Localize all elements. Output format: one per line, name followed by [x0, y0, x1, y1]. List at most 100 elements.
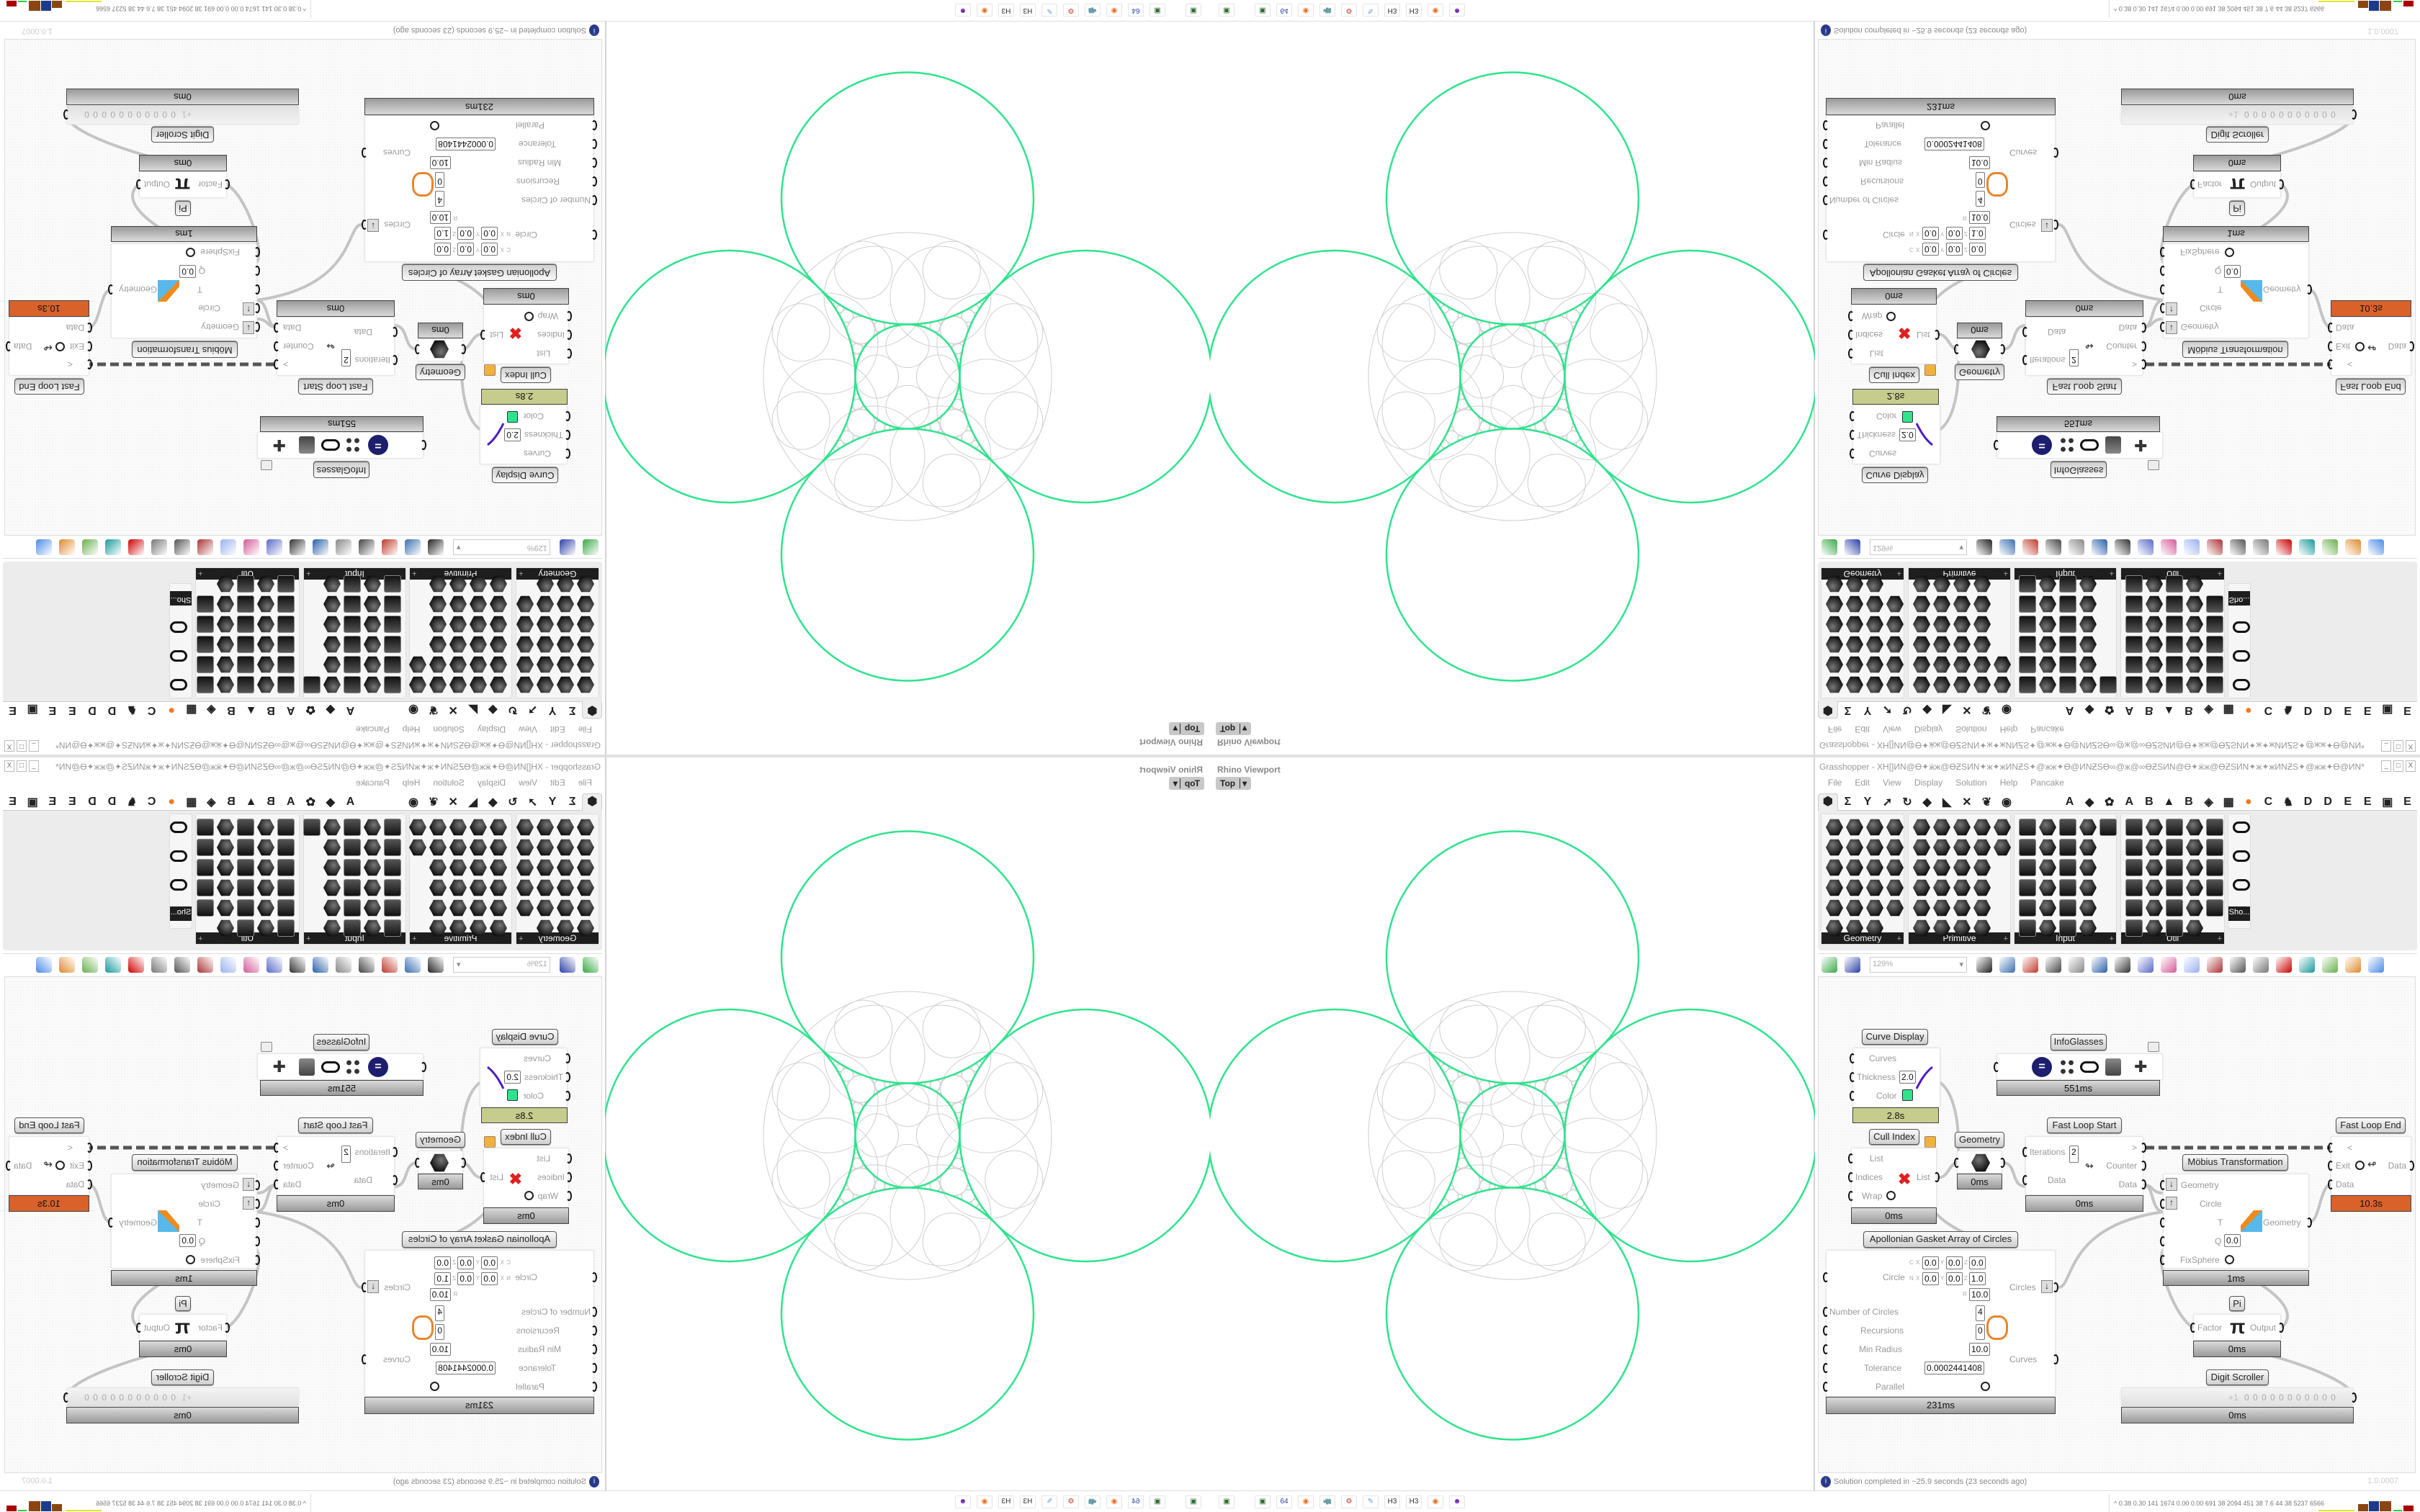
toolbar-button[interactable]: [59, 956, 75, 973]
input-port[interactable]: [1823, 158, 1829, 168]
component-icon[interactable]: [2166, 636, 2183, 653]
mobius-label[interactable]: Möbius Transformation: [2182, 1154, 2288, 1171]
component-icon[interactable]: [516, 879, 534, 896]
component-icon[interactable]: [197, 819, 214, 836]
component-icon[interactable]: [217, 676, 234, 693]
toolbar-button[interactable]: [36, 539, 52, 556]
component-icon[interactable]: [1933, 879, 1950, 896]
input-port[interactable]: [2022, 355, 2028, 365]
tab[interactable]: Y: [1863, 704, 1872, 717]
component-icon[interactable]: [2206, 636, 2223, 653]
tab[interactable]: ◆: [488, 703, 498, 716]
toolbar-button[interactable]: [151, 956, 167, 973]
component-icon[interactable]: [1866, 819, 1883, 836]
q-field[interactable]: 0.0: [179, 1234, 196, 1247]
toolbar-button[interactable]: [428, 956, 444, 973]
component-icon[interactable]: [2206, 859, 2223, 876]
output-port[interactable]: [1999, 344, 2005, 354]
rhino-viewport[interactable]: Rhino Viewport Top▾: [605, 756, 1210, 1490]
caret-up-icon[interactable]: ^: [301, 5, 306, 12]
toolbar-button[interactable]: [2184, 539, 2200, 556]
toolbar-button[interactable]: [560, 539, 575, 556]
component-icon[interactable]: [537, 595, 554, 613]
input-port[interactable]: [2160, 1180, 2166, 1190]
h3-icon[interactable]: H3: [1384, 1495, 1400, 1508]
component-icon[interactable]: [490, 656, 507, 673]
geometry-param-node[interactable]: [415, 338, 466, 361]
component-icon[interactable]: [2146, 839, 2163, 856]
menu-pancake[interactable]: Pancake: [356, 724, 390, 734]
component-icon[interactable]: [2125, 656, 2143, 673]
tab[interactable]: ✕: [448, 796, 458, 809]
rhino-icon[interactable]: 🦏: [1085, 4, 1101, 17]
panel-label[interactable]: Sho...: [170, 591, 192, 606]
component-icon[interactable]: [364, 676, 381, 693]
tab[interactable]: E: [68, 795, 76, 808]
output-port[interactable]: [274, 1143, 279, 1153]
tab[interactable]: E: [2344, 795, 2352, 808]
tab[interactable]: A: [2125, 704, 2134, 717]
toolbar-button[interactable]: [382, 956, 398, 973]
output-port[interactable]: [362, 148, 367, 158]
input-port[interactable]: [591, 195, 597, 205]
digit-scroller-value[interactable]: 0 0 0 0 0 0 0 0 0 0 0: [84, 109, 176, 120]
iterations-field[interactable]: 2: [2069, 349, 2079, 366]
component-icon[interactable]: [429, 859, 447, 876]
menu-help[interactable]: Help: [1999, 724, 2018, 734]
input-port[interactable]: [566, 311, 572, 321]
component-icon[interactable]: [470, 859, 487, 876]
tab[interactable]: ◆: [1922, 703, 1932, 716]
geometry-param-label[interactable]: Geometry: [416, 1132, 465, 1148]
component-icon[interactable]: [1953, 676, 1971, 693]
component-icon[interactable]: [516, 656, 534, 673]
component-icon[interactable]: [557, 899, 574, 917]
toolbar-button[interactable]: [2115, 956, 2130, 973]
component-icon[interactable]: [344, 879, 361, 896]
component-icon[interactable]: [2019, 575, 2036, 593]
component-icon[interactable]: [2166, 676, 2183, 693]
component-icon[interactable]: [197, 595, 214, 613]
expand-icon[interactable]: +: [2003, 935, 2008, 943]
menu-file[interactable]: File: [1828, 778, 1842, 788]
component-icon[interactable]: [1846, 616, 1863, 633]
output-port[interactable]: [2053, 220, 2058, 230]
input-port[interactable]: [1850, 1053, 1855, 1063]
tab[interactable]: ◆: [2085, 796, 2094, 809]
close-button[interactable]: X: [2406, 740, 2416, 752]
toolbar-button[interactable]: [59, 539, 75, 556]
component-icon[interactable]: [537, 839, 554, 856]
component-icon[interactable]: [277, 676, 295, 693]
component-icon[interactable]: [2059, 839, 2076, 856]
input-port[interactable]: [1850, 449, 1855, 459]
input-port[interactable]: [1848, 1191, 1854, 1201]
component-icon[interactable]: [2039, 636, 2056, 653]
component-icon[interactable]: [344, 656, 361, 673]
component-icon[interactable]: [344, 595, 361, 613]
component-icon[interactable]: [470, 616, 487, 633]
component-icon[interactable]: [1973, 636, 1991, 653]
input-port[interactable]: [591, 1307, 597, 1317]
component-icon[interactable]: [384, 859, 401, 876]
mobius-node[interactable]: ↓ Geometry ↑ Circle T Geometry Q 0.0 Fix…: [108, 243, 260, 338]
component-icon[interactable]: [2059, 656, 2076, 673]
toolbar-button[interactable]: [2345, 539, 2361, 556]
input-port[interactable]: [2160, 266, 2166, 276]
tab[interactable]: A: [286, 795, 295, 808]
input-port[interactable]: [1848, 1172, 1854, 1182]
menu-edit[interactable]: Edit: [550, 724, 565, 734]
output-port[interactable]: [2141, 1179, 2146, 1189]
red-gear-icon[interactable]: ⚙: [1063, 4, 1079, 17]
digit-scroller-value[interactable]: 0 0 0 0 0 0 0 0 0 0 0: [2244, 109, 2336, 120]
fast-loop-end-node[interactable]: < Exit ↫ Data Data: [2328, 1136, 2414, 1195]
cull-index-label[interactable]: Cull Index: [501, 367, 551, 383]
fast-loop-start-label[interactable]: Fast Loop Start: [298, 1117, 373, 1133]
component-icon[interactable]: [2186, 839, 2203, 856]
component-icon[interactable]: [277, 879, 295, 896]
toolbar-button[interactable]: [1845, 539, 1860, 556]
tab[interactable]: B: [227, 704, 236, 717]
component-icon[interactable]: [577, 595, 594, 613]
component-icon[interactable]: [2019, 839, 2036, 856]
menu-pancake[interactable]: Pancake: [2030, 724, 2064, 734]
notepad-icon[interactable]: ✎: [1363, 4, 1379, 17]
tab[interactable]: ✿: [305, 703, 315, 716]
